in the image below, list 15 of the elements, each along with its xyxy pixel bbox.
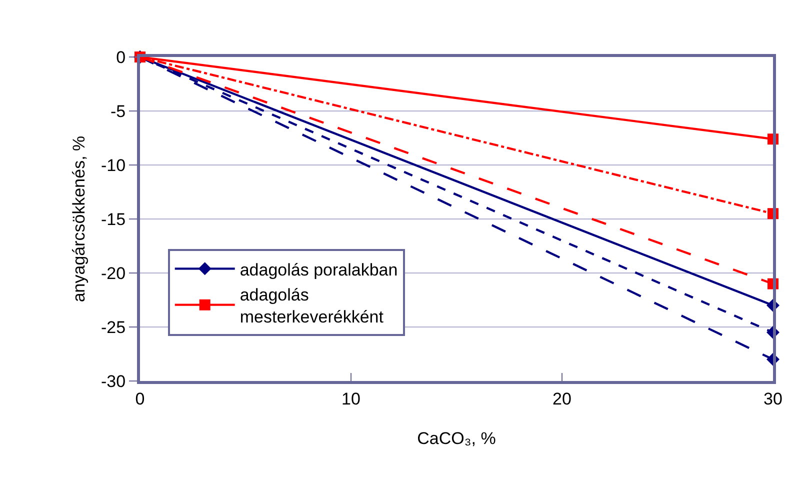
y-tick-label: -15 xyxy=(101,210,126,229)
x-tick-label: 10 xyxy=(342,389,360,408)
x-tick-label: 30 xyxy=(764,389,782,408)
legend-label: adagolás poralakban xyxy=(240,260,398,280)
y-tick-label: -20 xyxy=(101,264,126,283)
y-tick-label: -10 xyxy=(101,156,126,175)
x-axis-title: CaCO₃, % xyxy=(417,428,496,448)
y-tick-label: -30 xyxy=(101,372,126,391)
x-tick-label: 20 xyxy=(552,389,572,408)
y-tick-label: 0 xyxy=(116,48,126,67)
y-axis-title: anyagárcsökkenés, % xyxy=(70,136,89,302)
y-tick-label: -25 xyxy=(101,318,126,337)
legend-label: adagolás mesterkeverékként xyxy=(240,285,384,327)
y-tick-label: -5 xyxy=(110,102,126,121)
x-tick-label: 0 xyxy=(135,389,145,408)
